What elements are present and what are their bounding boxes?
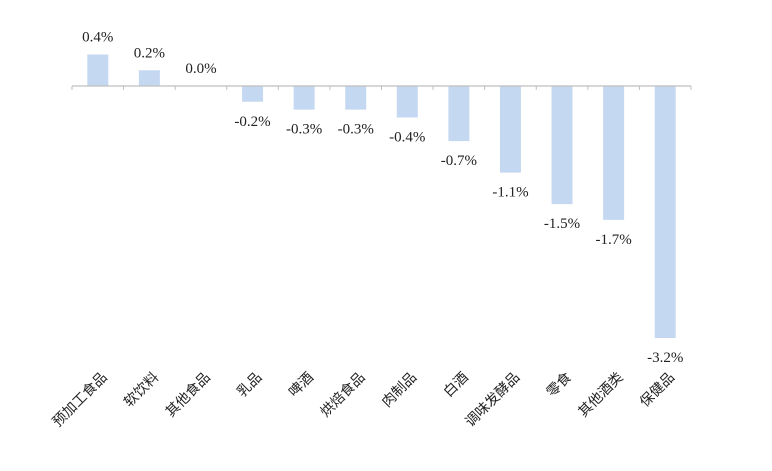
category-label: 预加工食品: [49, 369, 111, 431]
bar-7: [396, 86, 418, 118]
data-label: 0.2%: [134, 45, 165, 61]
category-label: 其他食品: [162, 369, 214, 421]
category-label: 软饮料: [121, 370, 162, 411]
x-axis-ticks: [71, 86, 692, 90]
category-label: 肉制品: [379, 370, 420, 411]
data-label: -1.1%: [492, 185, 528, 201]
bar-8: [448, 86, 470, 142]
data-label: -0.4%: [389, 130, 425, 146]
bar-12: [654, 86, 676, 338]
category-label: 啤酒: [286, 370, 317, 401]
data-label: -0.3%: [338, 122, 374, 138]
bar-2: [138, 70, 160, 86]
data-label: 0.0%: [185, 61, 216, 77]
bar-5: [293, 86, 315, 110]
bar-1: [87, 54, 109, 86]
bar-9: [499, 86, 521, 173]
data-label: -0.7%: [441, 153, 477, 169]
bar-6: [345, 86, 367, 110]
data-label: -3.2%: [647, 350, 683, 366]
data-labels: 0.4% 0.2% 0.0% -0.2% -0.3% -0.3% -0.4% -0.7% -1.…: [82, 30, 683, 367]
category-label: 其他酒类: [576, 370, 627, 421]
category-label: 零食: [543, 369, 575, 401]
data-label: -1.5%: [544, 216, 580, 232]
category-label: 乳品: [234, 370, 265, 401]
data-label: 0.4%: [82, 30, 113, 46]
bar-10: [551, 86, 573, 205]
bar-4: [242, 86, 264, 102]
category-label: 烘焙食品: [317, 369, 369, 421]
bars-layer: [87, 54, 676, 338]
data-label: -0.3%: [286, 122, 322, 138]
category-label: 白酒: [441, 370, 472, 401]
data-label: -1.7%: [596, 232, 632, 248]
bar-11: [603, 86, 625, 220]
category-label: 保健品: [637, 370, 678, 411]
data-label: -0.2%: [234, 114, 270, 130]
category-label: 调味发酵品: [462, 370, 523, 431]
